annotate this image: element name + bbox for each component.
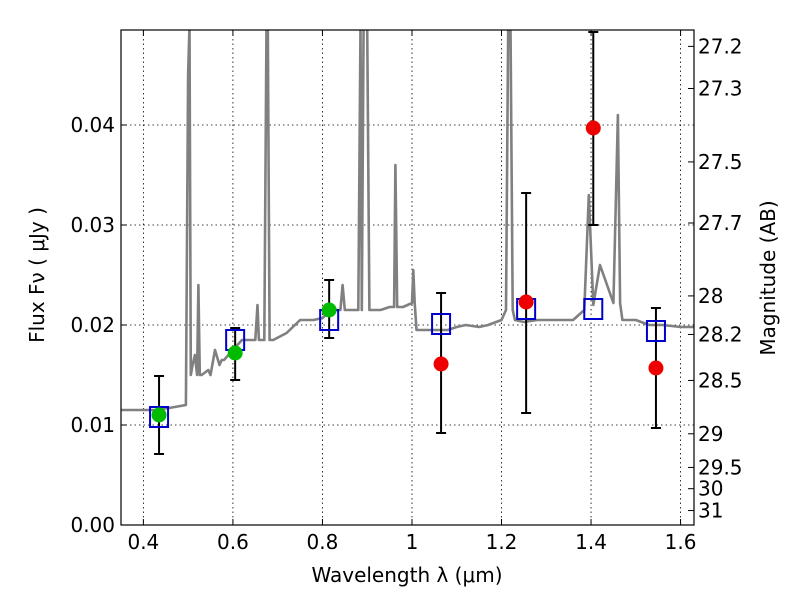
x-tick-label: 1.2 (486, 530, 518, 554)
x-tick-label: 0.8 (307, 530, 339, 554)
y-tick-label: 0.04 (70, 113, 115, 137)
y-axis-ticks: 0.00 0.01 0.02 0.03 0.04 (70, 113, 127, 537)
model-photometry-square (583, 298, 604, 320)
magnitude-tick-label: 28.5 (698, 368, 743, 392)
x-axis-label: Wavelength λ (μm) (311, 563, 502, 587)
y-axis-right-label: Magnitude (AB) (756, 200, 780, 355)
x-tick-label: 1.6 (665, 530, 697, 554)
observed-photometry-point (585, 120, 601, 136)
magnitude-tick-label: 27.5 (698, 150, 743, 174)
x-tick-label: 0.4 (127, 530, 159, 554)
observed-photometry-point (518, 294, 534, 310)
error-bars (154, 31, 661, 455)
magnitude-tick-label: 29 (698, 422, 723, 446)
model-photometry-squares (149, 298, 666, 428)
magnitude-tick-label: 31 (698, 499, 723, 523)
y-tick-label: 0.02 (70, 313, 115, 337)
model-photometry-square (149, 406, 170, 428)
y-tick-label: 0.01 (70, 413, 115, 437)
x-axis-ticks: 0.4 0.6 0.8 1 1.2 1.4 1.6 (127, 30, 696, 554)
model-photometry-square (645, 320, 666, 342)
y-axis-label: Flux Fν ( μJy ) (25, 207, 49, 343)
x-tick-label: 0.6 (217, 530, 249, 554)
grid-lines (121, 30, 694, 526)
magnitude-tick-label: 28 (698, 284, 723, 308)
magnitude-tick-label: 29.5 (698, 455, 743, 479)
y-tick-label: 0.00 (70, 513, 115, 537)
magnitude-tick-label: 30 (698, 477, 723, 501)
x-tick-label: 1 (406, 530, 419, 554)
magnitude-tick-label: 28.2 (698, 322, 743, 346)
model-spectrum-line (121, 30, 694, 412)
x-tick-label: 1.4 (575, 530, 607, 554)
observed-photometry-point (227, 345, 243, 361)
observed-photometry-point (151, 407, 167, 423)
plot-frame (120, 29, 695, 526)
observed-photometry-point (433, 356, 449, 372)
magnitude-tick-label: 27.7 (698, 211, 743, 235)
plot-content (121, 30, 694, 455)
y-tick-label: 0.03 (70, 213, 115, 237)
magnitude-tick-label: 27.2 (698, 34, 743, 58)
observed-photometry-point (648, 360, 664, 376)
observed-photometry-point (321, 302, 337, 318)
magnitude-tick-label: 27.3 (698, 76, 743, 100)
model-photometry-square (431, 313, 452, 335)
observed-photometry-points (151, 120, 664, 423)
